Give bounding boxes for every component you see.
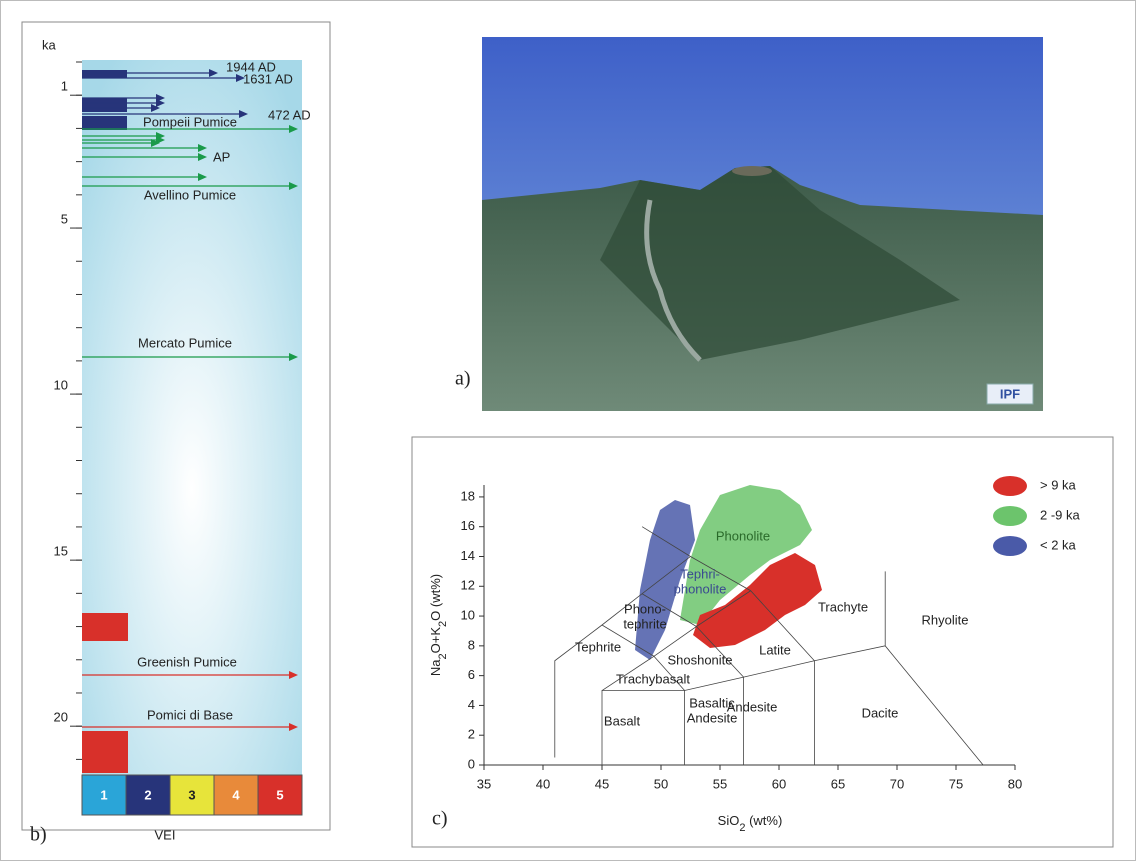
x-tick-label: 80 bbox=[1008, 776, 1022, 791]
y-tick-label: 16 bbox=[461, 518, 475, 533]
legend-label: < 2 ka bbox=[1040, 537, 1077, 552]
panel-label: a) bbox=[455, 368, 471, 390]
field-label: Andesite bbox=[727, 699, 778, 714]
field-label: tephrite bbox=[623, 616, 666, 631]
event-label: AP bbox=[213, 149, 230, 164]
vei-label: 4 bbox=[232, 787, 240, 802]
event-label: 472 AD bbox=[268, 107, 311, 122]
field-label: Rhyolite bbox=[922, 612, 969, 627]
legend-swatch bbox=[993, 506, 1027, 526]
event-label: Greenish Pumice bbox=[137, 654, 237, 669]
title-part: (wt%) bbox=[745, 813, 782, 828]
vei-label: 3 bbox=[188, 787, 195, 802]
x-tick-label: 65 bbox=[831, 776, 845, 791]
event-label: 1631 AD bbox=[243, 71, 293, 86]
title-part: O+K bbox=[428, 627, 443, 654]
tick-label: 5 bbox=[61, 211, 68, 226]
field-label: Latite bbox=[759, 642, 791, 657]
vei-title: VEI bbox=[155, 827, 176, 842]
event-label: Pomici di Base bbox=[147, 707, 233, 722]
y-tick-label: 4 bbox=[468, 697, 475, 712]
y-tick-label: 14 bbox=[461, 548, 475, 563]
x-tick-label: 70 bbox=[890, 776, 904, 791]
title-part: Na bbox=[428, 659, 443, 676]
tick-label: 20 bbox=[54, 710, 68, 725]
eruption-block bbox=[82, 70, 127, 78]
x-tick-label: 75 bbox=[949, 776, 963, 791]
x-tick-label: 45 bbox=[595, 776, 609, 791]
eruption-block bbox=[82, 731, 128, 773]
tick-label: 1 bbox=[61, 79, 68, 94]
y-tick-label: 12 bbox=[461, 578, 475, 593]
x-tick-label: 50 bbox=[654, 776, 668, 791]
figure: ka VEI b) 151015201944 AD1631 AD472 ADPo… bbox=[0, 0, 1136, 861]
title-part: O (wt%) bbox=[428, 574, 443, 621]
field-label: Trachybasalt bbox=[616, 671, 690, 686]
field-label: Basalt bbox=[604, 713, 641, 728]
event-label: Mercato Pumice bbox=[138, 335, 232, 350]
event-label: Avellino Pumice bbox=[144, 187, 236, 202]
y-tick-label: 2 bbox=[468, 727, 475, 742]
tick-label: 10 bbox=[54, 378, 68, 393]
x-tick-label: 55 bbox=[713, 776, 727, 791]
x-tick-label: 35 bbox=[477, 776, 491, 791]
field-label: Dacite bbox=[862, 705, 899, 720]
legend-label: 2 -9 ka bbox=[1040, 507, 1081, 522]
field-label: Shoshonite bbox=[667, 652, 732, 667]
field-label: Phonolite bbox=[716, 528, 770, 543]
vei-label: 2 bbox=[144, 787, 151, 802]
legend-swatch bbox=[993, 536, 1027, 556]
y-tick-label: 8 bbox=[468, 637, 475, 652]
y-tick-label: 10 bbox=[461, 608, 475, 623]
axis-title: ka bbox=[42, 37, 57, 52]
y-tick-label: 0 bbox=[468, 756, 475, 771]
eruption-block bbox=[82, 98, 127, 112]
vei-label: 5 bbox=[276, 787, 283, 802]
x-tick-label: 40 bbox=[536, 776, 550, 791]
y-tick-label: 18 bbox=[461, 488, 475, 503]
crater bbox=[732, 166, 772, 176]
x-tick-label: 60 bbox=[772, 776, 786, 791]
field-label: Tephrite bbox=[575, 639, 621, 654]
eruption-block bbox=[82, 116, 127, 130]
field-label: Phono- bbox=[624, 601, 666, 616]
legend-label: > 9 ka bbox=[1040, 477, 1077, 492]
field-label: phonolite bbox=[674, 581, 727, 596]
logo: IPF bbox=[1000, 386, 1020, 401]
y-tick-label: 6 bbox=[468, 667, 475, 682]
title-part: SiO bbox=[718, 813, 740, 828]
event-label: Pompeii Pumice bbox=[143, 114, 237, 129]
field-label: Trachyte bbox=[818, 599, 868, 614]
tick-label: 15 bbox=[54, 544, 68, 559]
vei-label: 1 bbox=[100, 787, 107, 802]
panel-label: c) bbox=[432, 808, 448, 830]
eruption-block bbox=[82, 613, 128, 641]
field-label: Tephri- bbox=[680, 566, 720, 581]
legend-swatch bbox=[993, 476, 1027, 496]
panel-label: b) bbox=[30, 824, 47, 846]
